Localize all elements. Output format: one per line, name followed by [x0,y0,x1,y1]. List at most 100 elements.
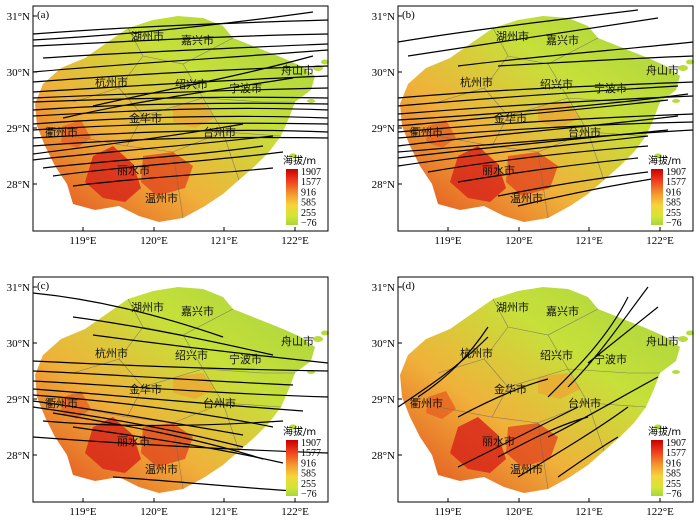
city-label: 衢州市 [410,396,443,410]
legend-level-label: 916 [666,187,681,198]
legend-level-label: 255 [301,479,316,490]
city-label: 绍兴市 [540,348,573,362]
tracks-d [397,286,659,478]
city-label: 丽水市 [117,163,150,177]
legend-level-label: −76 [301,489,317,500]
legend-title: 海拔/m [648,425,681,438]
lon-tick-label: 122°E [646,506,674,518]
lon-tick-label: 121°E [210,506,238,518]
city-label: 湖州市 [131,29,164,43]
legend-level-label: 585 [301,198,316,209]
legend-level-label: −76 [301,218,317,229]
panel-a: (a) [32,5,330,232]
city-label: 台州市 [568,125,601,139]
city-label: 舟山市 [646,334,679,348]
lon-tick-label: 121°E [575,235,603,247]
city-label: 宁波市 [229,352,262,366]
city-label: 台州市 [203,125,236,139]
legend-level-label: −76 [666,218,682,229]
lat-tick-label: 31°N [372,11,395,23]
panel-b: (b) [397,5,695,232]
legend-level-label: 916 [301,458,316,469]
lon-tick-label: 120°E [140,235,168,247]
lon-tick-label: 122°E [281,506,309,518]
legend-level-label: 1577 [301,177,321,188]
city-label: 金华市 [129,382,162,396]
legend-colorbar [286,169,298,225]
legend-level-label: 1577 [666,177,686,188]
legend-colorbar [651,169,663,225]
legend-level-label: 255 [666,208,681,219]
city-label: 衢州市 [45,396,78,410]
city-label: 温州市 [145,462,178,476]
city-label: 杭州市 [460,75,493,89]
city-label: 衢州市 [410,125,443,139]
legend-level-label: 255 [301,208,316,219]
legend-level-label: −76 [666,489,682,500]
lon-tick-label: 120°E [505,506,533,518]
lon-tick-label: 121°E [575,506,603,518]
city-label: 杭州市 [460,346,493,360]
city-label: 衢州市 [45,125,78,139]
legend-title: 海拔/m [648,154,681,167]
legend-level-label: 1577 [301,448,321,459]
lat-tick-label: 29°N [372,394,395,406]
panel-label: (a) [37,9,50,21]
legend-level-label: 1907 [666,438,686,449]
city-label: 丽水市 [117,434,150,448]
city-label: 湖州市 [496,300,529,314]
legend-colorbar [651,440,663,496]
city-label: 舟山市 [281,63,314,77]
city-label: 舟山市 [281,334,314,348]
city-label: 绍兴市 [540,77,573,91]
tracks-b [397,9,694,207]
lat-tick-label: 28°N [7,450,30,462]
city-label: 嘉兴市 [546,304,579,318]
city-label: 湖州市 [496,29,529,43]
lon-tick-label: 119°E [434,235,461,247]
lat-tick-label: 28°N [372,450,395,462]
lat-tick-label: 28°N [372,179,395,191]
legend-level-label: 585 [666,469,681,480]
city-label: 湖州市 [131,300,164,314]
city-label: 金华市 [494,111,527,125]
legend-level-label: 916 [301,187,316,198]
lat-tick-label: 28°N [7,179,30,191]
lat-tick-label: 29°N [7,123,30,135]
legend-level-label: 916 [666,458,681,469]
lat-tick-label: 29°N [7,394,30,406]
lat-tick-label: 30°N [372,67,395,79]
city-label: 舟山市 [646,63,679,77]
axis-labels: 31°N 30°N 29°N 28°N 119°E 120°E 121°E 122°E 31°N… [7,11,674,518]
city-label: 绍兴市 [175,77,208,91]
city-label: 宁波市 [594,81,627,95]
city-label: 杭州市 [95,346,128,360]
lat-tick-label: 30°N [7,338,30,350]
panel-label: (c) [37,280,50,292]
city-label: 台州市 [203,396,236,410]
city-label: 温州市 [510,191,543,205]
lat-tick-label: 31°N [7,11,30,23]
lon-tick-label: 120°E [505,235,533,247]
city-label: 温州市 [510,462,543,476]
legend-title: 海拔/m [283,154,316,167]
lat-tick-label: 31°N [7,282,30,294]
city-label: 嘉兴市 [181,304,214,318]
legend-colorbar [286,440,298,496]
city-label: 绍兴市 [175,348,208,362]
city-label: 宁波市 [594,352,627,366]
city-label: 金华市 [494,382,527,396]
legend-level-label: 1907 [301,167,321,178]
city-label: 金华市 [129,111,162,125]
city-label: 杭州市 [95,75,128,89]
legend-level-label: 585 [666,198,681,209]
legend-level-label: 1577 [666,448,686,459]
lon-tick-label: 119°E [434,506,461,518]
panel-d: (d) [397,276,695,503]
panel-label: (d) [402,280,415,292]
legend-level-label: 585 [301,469,316,480]
legend-level-label: 255 [666,479,681,490]
lat-tick-label: 31°N [372,282,395,294]
